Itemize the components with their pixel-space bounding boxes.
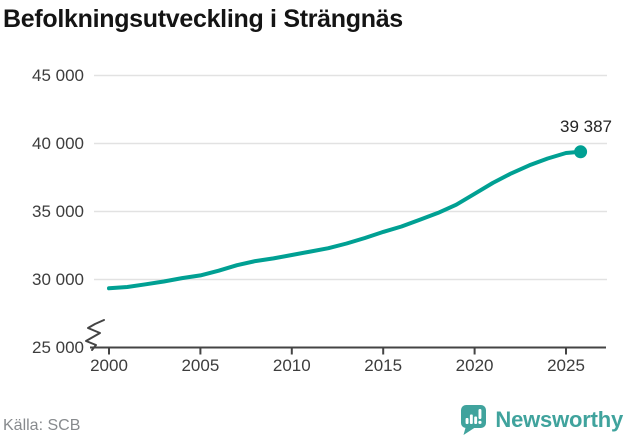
x-axis (90, 346, 606, 355)
x-axis-tick-label: 2005 (181, 356, 220, 375)
brand-name: Newsworthy (495, 407, 623, 432)
x-axis-tick-label: 2025 (547, 356, 585, 375)
x-axis-tick-label: 2010 (272, 356, 311, 375)
source-caption: Källa: SCB (3, 417, 81, 434)
y-axis-tick-label: 45 000 (32, 65, 84, 85)
population-line-chart (85, 74, 607, 355)
last-value-label: 39 387 (560, 117, 612, 136)
x-axis-tick-label: 2020 (455, 356, 494, 375)
y-axis-tick-label: 25 000 (32, 337, 84, 357)
latest-value-dot (574, 145, 588, 159)
y-axis-tick-label: 35 000 (32, 201, 84, 221)
y-axis-break-icon (85, 319, 105, 351)
gridlines (94, 74, 607, 281)
population-series-line (107, 149, 583, 291)
y-axis-tick-label: 40 000 (32, 133, 84, 153)
newsworthy-logo[interactable]: Newsworthy (460, 404, 623, 436)
y-axis-tick-label: 30 000 (32, 269, 84, 289)
chart-title: Befolkningsutveckling i Strängnäs (3, 5, 403, 33)
newsworthy-bubble-chart-icon (461, 405, 487, 435)
x-axis-tick-label: 2000 (90, 356, 128, 375)
x-axis-tick-label: 2015 (364, 356, 403, 375)
